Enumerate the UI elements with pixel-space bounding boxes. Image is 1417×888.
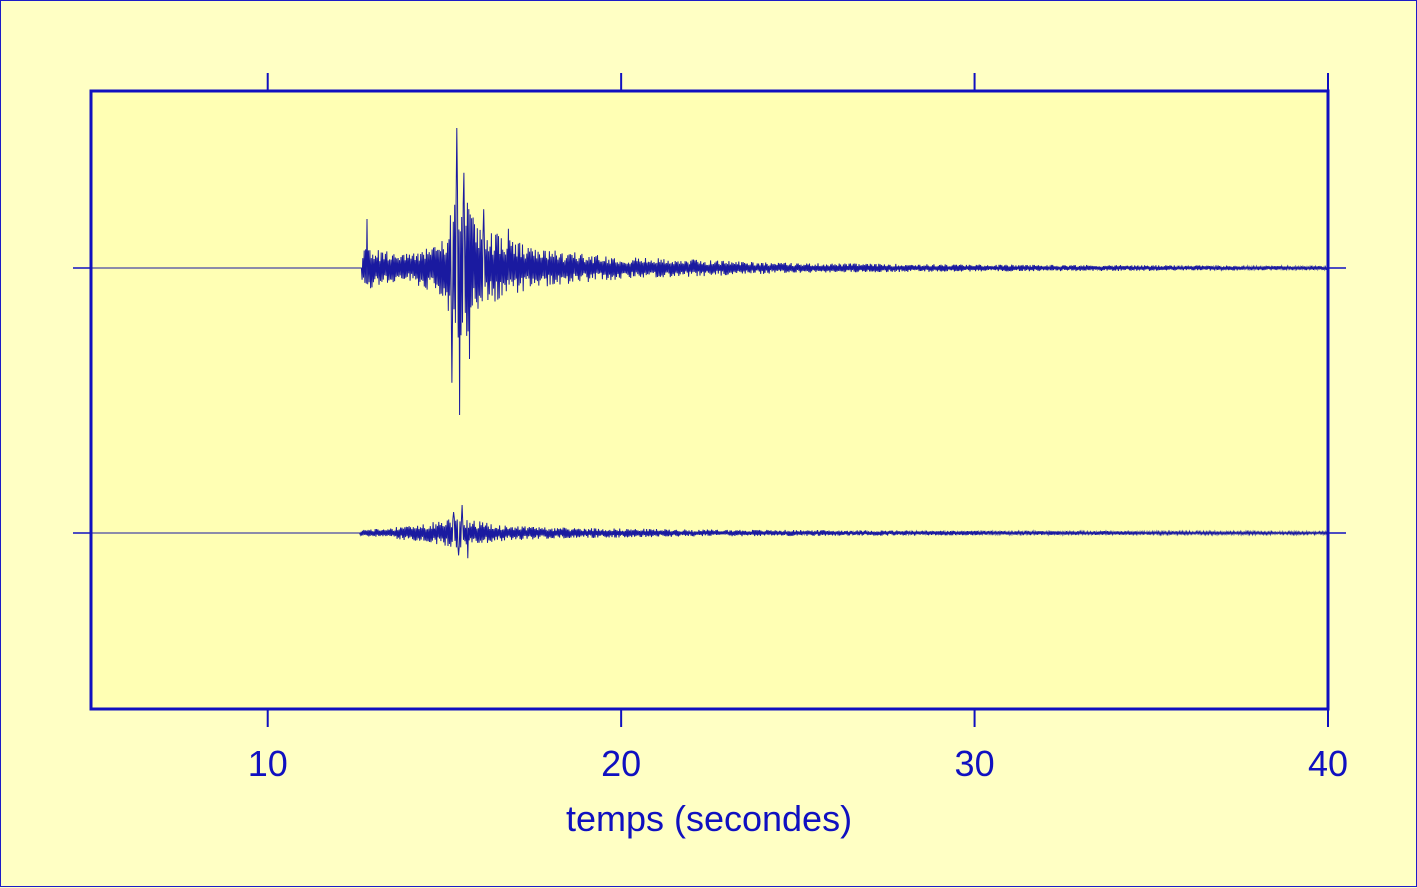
x-axis-label: temps (secondes)	[566, 798, 852, 839]
x-tick-label-30: 30	[955, 743, 995, 784]
plot-area	[91, 91, 1328, 709]
x-tick-label-40: 40	[1308, 743, 1348, 784]
x-tick-labels: 10 20 30 40	[248, 743, 1348, 784]
x-tick-label-20: 20	[601, 743, 641, 784]
x-tick-label-10: 10	[248, 743, 288, 784]
